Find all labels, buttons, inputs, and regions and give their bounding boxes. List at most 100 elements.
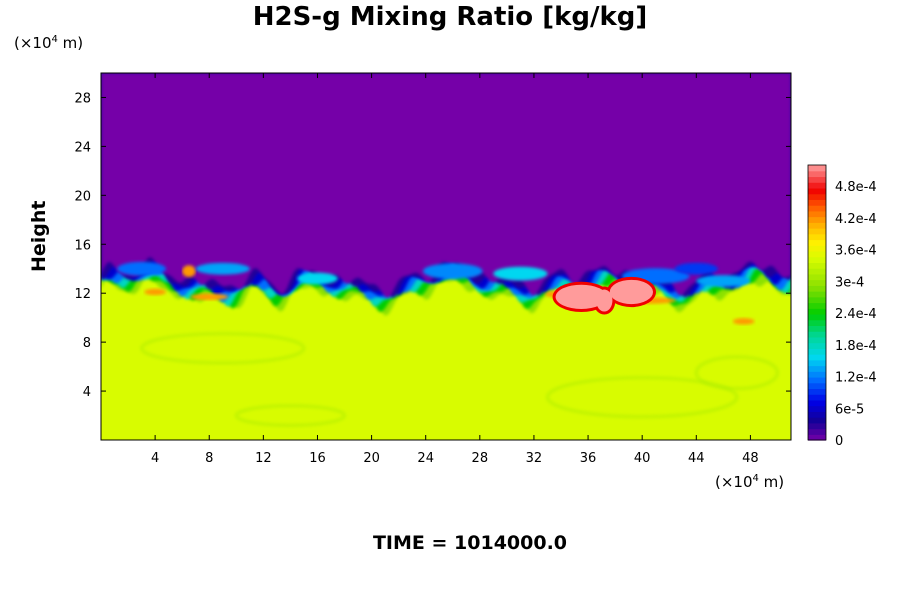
- colorbar-swatch: [808, 308, 826, 315]
- colorbar-label: 0: [835, 434, 843, 449]
- colorbar-swatch: [808, 250, 826, 258]
- plot-frame: [100, 72, 792, 441]
- colorbar-swatch: [808, 411, 826, 418]
- colorbar-swatch: [808, 222, 826, 229]
- colorbar-swatch: [808, 245, 826, 252]
- colorbar-label: 1.2e-4: [835, 371, 877, 386]
- y-tick-label: 4: [83, 385, 91, 400]
- colorbar-swatch: [808, 187, 826, 195]
- heatmap-field: [101, 73, 791, 427]
- x-axis-unit: (×104 m): [715, 473, 785, 491]
- eddy: [297, 272, 338, 285]
- x-tick-label: 36: [580, 451, 597, 466]
- y-axis: 4 8 12 16 20 24 28: [74, 91, 791, 400]
- colorbar-swatch: [808, 268, 826, 275]
- colorbar-swatch: [808, 176, 826, 183]
- x-tick-label: 8: [205, 451, 213, 466]
- colorbar-swatch: [808, 434, 826, 441]
- colorbar-swatch: [808, 165, 826, 172]
- hotspot: [555, 284, 607, 309]
- colorbar-frame: [807, 164, 827, 441]
- colorbar-swatch: [808, 382, 826, 390]
- chart-title: H2S-g Mixing Ratio [kg/kg]: [252, 2, 648, 32]
- colorbar-swatch: [808, 239, 826, 246]
- colorbar-swatch: [808, 205, 826, 212]
- colorbar-label: 3.6e-4: [835, 244, 877, 259]
- x-tick-label: 40: [634, 451, 651, 466]
- lower-swirl: [234, 404, 347, 427]
- colorbar-swatch: [808, 394, 826, 401]
- y-tick-label: 20: [74, 189, 91, 204]
- colorbar-swatch: [808, 313, 826, 321]
- colorbar-swatch: [808, 365, 826, 372]
- colorbar-swatch: [808, 291, 826, 298]
- eddy: [195, 262, 250, 275]
- colorbar-swatch: [808, 210, 826, 218]
- eddy: [182, 265, 196, 278]
- streak: [732, 318, 755, 325]
- lower-swirl: [545, 376, 739, 419]
- x-tick-label: 20: [363, 451, 380, 466]
- y-tick-label: 12: [74, 287, 91, 302]
- colorbar-swatch: [808, 296, 826, 304]
- colorbar-swatch: [808, 325, 826, 332]
- colorbar-swatch: [808, 216, 826, 223]
- colorbar-swatch: [808, 376, 826, 384]
- time-label: TIME = 1014000.0: [372, 532, 568, 554]
- x-tick-label: 16: [309, 451, 326, 466]
- colorbar-swatch: [808, 233, 826, 241]
- x-tick-label: 24: [417, 451, 434, 466]
- colorbar-label: 4.2e-4: [835, 212, 877, 227]
- hotspot: [596, 289, 613, 312]
- colorbar-label: 4.8e-4: [835, 180, 877, 195]
- colorbar-swatch: [808, 285, 826, 292]
- colorbar-swatch: [808, 256, 826, 263]
- colorbar-swatch: [808, 319, 826, 327]
- lower-swirl: [140, 332, 306, 365]
- colorbar-swatch: [808, 417, 826, 424]
- colorbar-swatch: [808, 371, 826, 378]
- x-tick-label: 4: [151, 451, 159, 466]
- colorbar-swatch: [808, 331, 826, 338]
- colorbar-label: 6e-5: [835, 402, 864, 417]
- y-tick-label: 8: [83, 336, 91, 351]
- x-tick-label: 48: [742, 451, 759, 466]
- colorbar-swatch: [808, 422, 826, 430]
- x-tick-label: 12: [255, 451, 272, 466]
- eddy: [117, 261, 166, 276]
- colorbar-swatch: [808, 228, 826, 235]
- colorbar-swatch: [808, 199, 826, 206]
- y-tick-label: 16: [74, 238, 91, 253]
- colorbar: 0 6e-5 1.2e-4 1.8e-4 2.4e-4 3e-4 3.6e-4 4.2e-4 4…: [807, 164, 877, 449]
- eddy: [674, 262, 718, 275]
- colorbar-label: 3e-4: [835, 275, 864, 290]
- colorbar-swatch: [808, 193, 826, 200]
- colorbar-label: 1.8e-4: [835, 339, 877, 354]
- x-tick-label: 44: [688, 451, 705, 466]
- colorbar-swatch: [808, 388, 826, 395]
- y-tick-label: 24: [74, 140, 91, 155]
- lower-swirl: [694, 355, 779, 391]
- colorbar-swatch: [808, 405, 826, 412]
- hotspot: [609, 279, 654, 305]
- colorbar-swatch: [808, 354, 826, 361]
- x-tick-label: 28: [472, 451, 489, 466]
- colorbar-swatch: [808, 359, 826, 367]
- eddy: [423, 263, 483, 280]
- y-tick-label: 28: [74, 91, 91, 106]
- x-axis: 4 8 12 16 20 24 28 32 36 40 44 48: [151, 73, 759, 466]
- colorbar-swatch: [808, 336, 826, 344]
- colorbar-label: 2.4e-4: [835, 307, 877, 322]
- colorbar-swatch: [808, 348, 826, 355]
- eddy: [493, 266, 548, 281]
- colorbar-swatch: [808, 428, 826, 435]
- colorbar-swatch: [808, 170, 826, 178]
- colorbar-swatch: [808, 302, 826, 309]
- colorbar-swatch: [808, 273, 826, 281]
- colorbar-swatch: [808, 279, 826, 286]
- colorbar-swatch: [808, 182, 826, 189]
- colorbar-swatch: [808, 262, 826, 269]
- eddy: [696, 275, 751, 287]
- x-tick-label: 32: [526, 451, 543, 466]
